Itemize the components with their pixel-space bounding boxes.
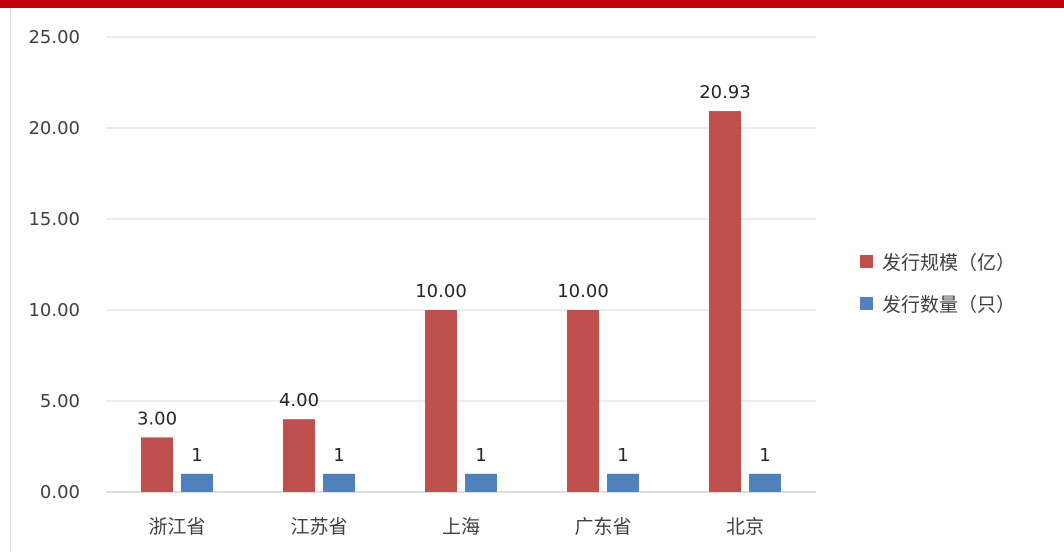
y-tick-label: 0.00 (40, 482, 80, 503)
data-label: 4.00 (279, 390, 319, 411)
legend-swatch-1 (860, 297, 873, 310)
y-tick-label: 15.00 (28, 209, 80, 230)
bar-series-1 (749, 473, 781, 492)
bar-series-0 (709, 111, 741, 492)
data-label: 1 (191, 445, 202, 466)
data-label: 10.00 (415, 281, 467, 302)
gridlines (106, 36, 816, 493)
x-tick-label: 广东省 (574, 516, 631, 538)
data-label: 1 (759, 445, 770, 466)
y-tick-label: 20.00 (28, 118, 80, 139)
legend-swatch-0 (860, 255, 873, 268)
legend: 发行规模（亿） 发行数量（只） (860, 252, 1015, 316)
data-label: 10.00 (557, 281, 609, 302)
y-tick-label: 10.00 (28, 300, 80, 321)
bar-series-0 (283, 419, 315, 492)
y-axis: 0.00 5.00 10.00 15.00 20.00 25.00 (28, 27, 80, 503)
x-tick-label: 江苏省 (290, 516, 347, 538)
bar-series-0 (567, 310, 599, 492)
legend-label-1: 发行数量（只） (882, 294, 1015, 316)
bar-series-1 (465, 473, 497, 492)
bar-series-0 (425, 310, 457, 492)
x-tick-label: 上海 (442, 516, 480, 538)
data-label: 3.00 (137, 408, 177, 429)
bar-series-0 (141, 437, 173, 492)
header-bar (0, 0, 1064, 8)
data-label: 1 (617, 445, 628, 466)
legend-label-0: 发行规模（亿） (882, 252, 1015, 274)
x-axis: 浙江省 江苏省 上海 广东省 北京 (148, 516, 764, 538)
data-label: 20.93 (699, 82, 751, 103)
x-tick-label: 北京 (726, 516, 764, 538)
x-tick-label: 浙江省 (148, 516, 205, 538)
y-tick-label: 5.00 (40, 391, 80, 412)
bar-series-1 (323, 473, 355, 492)
data-label: 1 (333, 445, 344, 466)
frame-left-rule (10, 8, 11, 552)
bar-series-1 (607, 473, 639, 492)
bars: 3.00 1 4.00 1 10.00 1 10.00 1 20.93 1 (137, 82, 781, 492)
bar-series-1 (181, 473, 213, 492)
y-tick-label: 25.00 (28, 27, 80, 48)
data-label: 1 (475, 445, 486, 466)
